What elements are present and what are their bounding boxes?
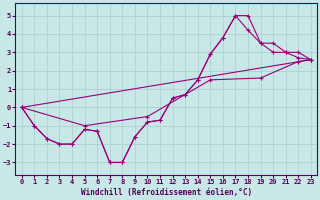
X-axis label: Windchill (Refroidissement éolien,°C): Windchill (Refroidissement éolien,°C) [81, 188, 252, 197]
